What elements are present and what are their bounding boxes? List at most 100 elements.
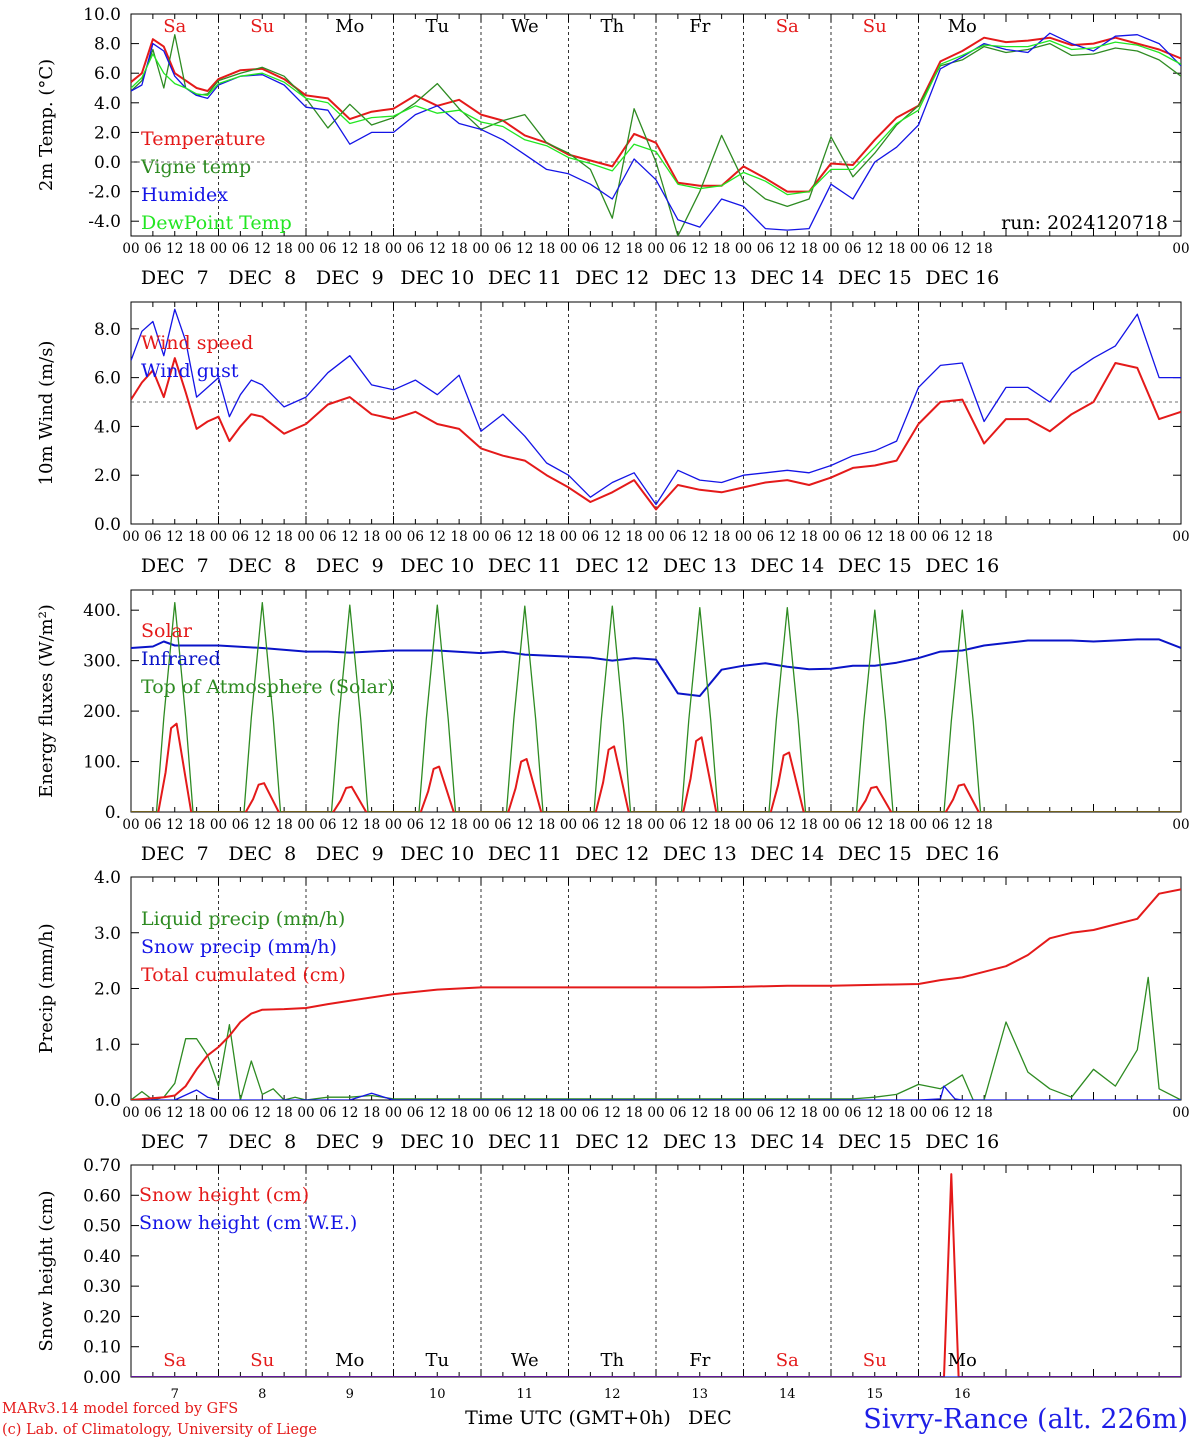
hour-tick-label: 00 bbox=[735, 817, 752, 833]
date-label: DEC 11 bbox=[488, 267, 562, 289]
hour-tick-label: 06 bbox=[144, 1105, 161, 1121]
y-axis-label: Energy fluxes (W/m²) bbox=[36, 604, 57, 798]
hour-tick-label: 18 bbox=[451, 529, 468, 545]
hour-tick-label: 00 bbox=[910, 817, 927, 833]
hour-tick-label: 00 bbox=[1172, 529, 1189, 545]
y-tick-label: 0.0 bbox=[94, 153, 121, 173]
y-tick-label: 8.0 bbox=[94, 320, 121, 340]
date-label: DEC 7 bbox=[141, 267, 209, 289]
hour-tick-label: 18 bbox=[888, 529, 905, 545]
day-number-label: 16 bbox=[954, 1387, 971, 1402]
hour-tick-label: 00 bbox=[210, 529, 227, 545]
hour-tick-label: 18 bbox=[276, 241, 293, 257]
series-line-2 bbox=[131, 308, 1181, 506]
hour-tick-label: 06 bbox=[319, 817, 336, 833]
date-label: DEC 15 bbox=[838, 555, 912, 577]
hour-tick-label: 12 bbox=[516, 817, 533, 833]
legend-entry-2: Wind gust bbox=[141, 360, 239, 382]
hour-tick-label: 06 bbox=[232, 817, 249, 833]
hour-tick-label: 18 bbox=[801, 817, 818, 833]
date-label: DEC 12 bbox=[575, 843, 649, 865]
hour-tick-label: 00 bbox=[647, 817, 664, 833]
hour-tick-label: 12 bbox=[429, 1105, 446, 1121]
hour-tick-label: 12 bbox=[341, 817, 358, 833]
hour-tick-label: 12 bbox=[691, 529, 708, 545]
date-label: DEC 15 bbox=[838, 1131, 912, 1153]
day-number-label: 13 bbox=[691, 1387, 708, 1402]
hour-tick-label: 06 bbox=[669, 817, 686, 833]
hour-tick-label: 18 bbox=[451, 1105, 468, 1121]
hour-tick-label: 06 bbox=[144, 529, 161, 545]
y-tick-label: 4.0 bbox=[94, 94, 121, 114]
y-tick-label: 100. bbox=[83, 753, 121, 773]
y-tick-label: 4.0 bbox=[94, 417, 121, 437]
hour-tick-label: 06 bbox=[669, 241, 686, 257]
hour-tick-label: 12 bbox=[779, 1105, 796, 1121]
hour-tick-label: 18 bbox=[188, 817, 205, 833]
hour-tick-label: 18 bbox=[276, 1105, 293, 1121]
hour-tick-label: 18 bbox=[626, 817, 643, 833]
hour-tick-label: 06 bbox=[757, 1105, 774, 1121]
day-name-label: Sa bbox=[776, 16, 799, 37]
hour-tick-label: 00 bbox=[560, 1105, 577, 1121]
legend-entry-3: Top of Atmosphere (Solar) bbox=[141, 676, 394, 698]
series-line-4 bbox=[131, 39, 1181, 196]
day-number-label: 14 bbox=[779, 1387, 796, 1402]
panel-3: 0. 100. 200. 300. 400. Energy fluxes (W/m²) So… bbox=[36, 589, 1190, 865]
hour-tick-label: 18 bbox=[626, 529, 643, 545]
hour-tick-label: 18 bbox=[188, 529, 205, 545]
y-tick-label: 1.0 bbox=[94, 1035, 121, 1055]
date-label: DEC 11 bbox=[488, 555, 562, 577]
series-group bbox=[131, 1173, 1181, 1377]
y-tick-label: 2.0 bbox=[94, 466, 121, 486]
hour-tick-label: 12 bbox=[341, 1105, 358, 1121]
hour-tick-label: 18 bbox=[801, 1105, 818, 1121]
hour-tick-label: 18 bbox=[626, 241, 643, 257]
y-tick-label: 0.20 bbox=[83, 1307, 121, 1327]
hour-tick-label: 00 bbox=[910, 241, 927, 257]
hour-tick-label: 12 bbox=[254, 241, 271, 257]
day-name-label: Sa bbox=[776, 1350, 799, 1371]
series-line-3 bbox=[131, 888, 1181, 1100]
date-label: DEC 14 bbox=[750, 555, 824, 577]
legend-entry-2: Vigne temp bbox=[140, 156, 251, 178]
date-label: DEC 8 bbox=[228, 1131, 296, 1153]
y-tick-label: 300. bbox=[83, 652, 121, 672]
panel-4: 0.0 1.0 2.0 3.0 4.0 Precip (mm/h) Liquid preci… bbox=[36, 868, 1190, 1153]
date-label: DEC 16 bbox=[925, 267, 999, 289]
hour-tick-label: 00 bbox=[735, 529, 752, 545]
hour-tick-label: 00 bbox=[822, 529, 839, 545]
hour-tick-label: 00 bbox=[122, 817, 139, 833]
hour-tick-label: 00 bbox=[1172, 1105, 1189, 1121]
date-label: DEC 8 bbox=[228, 555, 296, 577]
hour-tick-label: 06 bbox=[144, 817, 161, 833]
hour-tick-label: 06 bbox=[494, 529, 511, 545]
hour-tick-label: 12 bbox=[691, 1105, 708, 1121]
hour-tick-label: 06 bbox=[757, 817, 774, 833]
hour-tick-label: 00 bbox=[647, 1105, 664, 1121]
day-number-label: 10 bbox=[429, 1387, 446, 1402]
hour-tick-label: 18 bbox=[713, 817, 730, 833]
day-number-label: 7 bbox=[171, 1387, 179, 1402]
hour-tick-label: 00 bbox=[122, 241, 139, 257]
hour-tick-label: 00 bbox=[385, 1105, 402, 1121]
series-line-2 bbox=[131, 34, 1181, 236]
date-label: DEC 7 bbox=[141, 843, 209, 865]
hour-tick-label: 06 bbox=[319, 529, 336, 545]
hour-tick-label: 12 bbox=[254, 1105, 271, 1121]
hour-tick-label: 00 bbox=[122, 1105, 139, 1121]
y-tick-label: 0.30 bbox=[83, 1277, 121, 1297]
hour-tick-label: 00 bbox=[210, 1105, 227, 1121]
y-tick-label: 2.0 bbox=[94, 980, 121, 1000]
date-label: DEC 9 bbox=[316, 843, 384, 865]
hour-tick-label: 00 bbox=[297, 817, 314, 833]
hour-tick-label: 06 bbox=[844, 1105, 861, 1121]
day-name-label: We bbox=[511, 16, 539, 37]
hour-tick-label: 06 bbox=[932, 1105, 949, 1121]
day-name-label: Tu bbox=[425, 16, 449, 37]
hour-tick-label: 18 bbox=[976, 529, 993, 545]
legend-entry-2: Snow precip (mm/h) bbox=[141, 936, 337, 958]
hour-tick-label: 12 bbox=[341, 241, 358, 257]
hour-tick-label: 06 bbox=[494, 817, 511, 833]
